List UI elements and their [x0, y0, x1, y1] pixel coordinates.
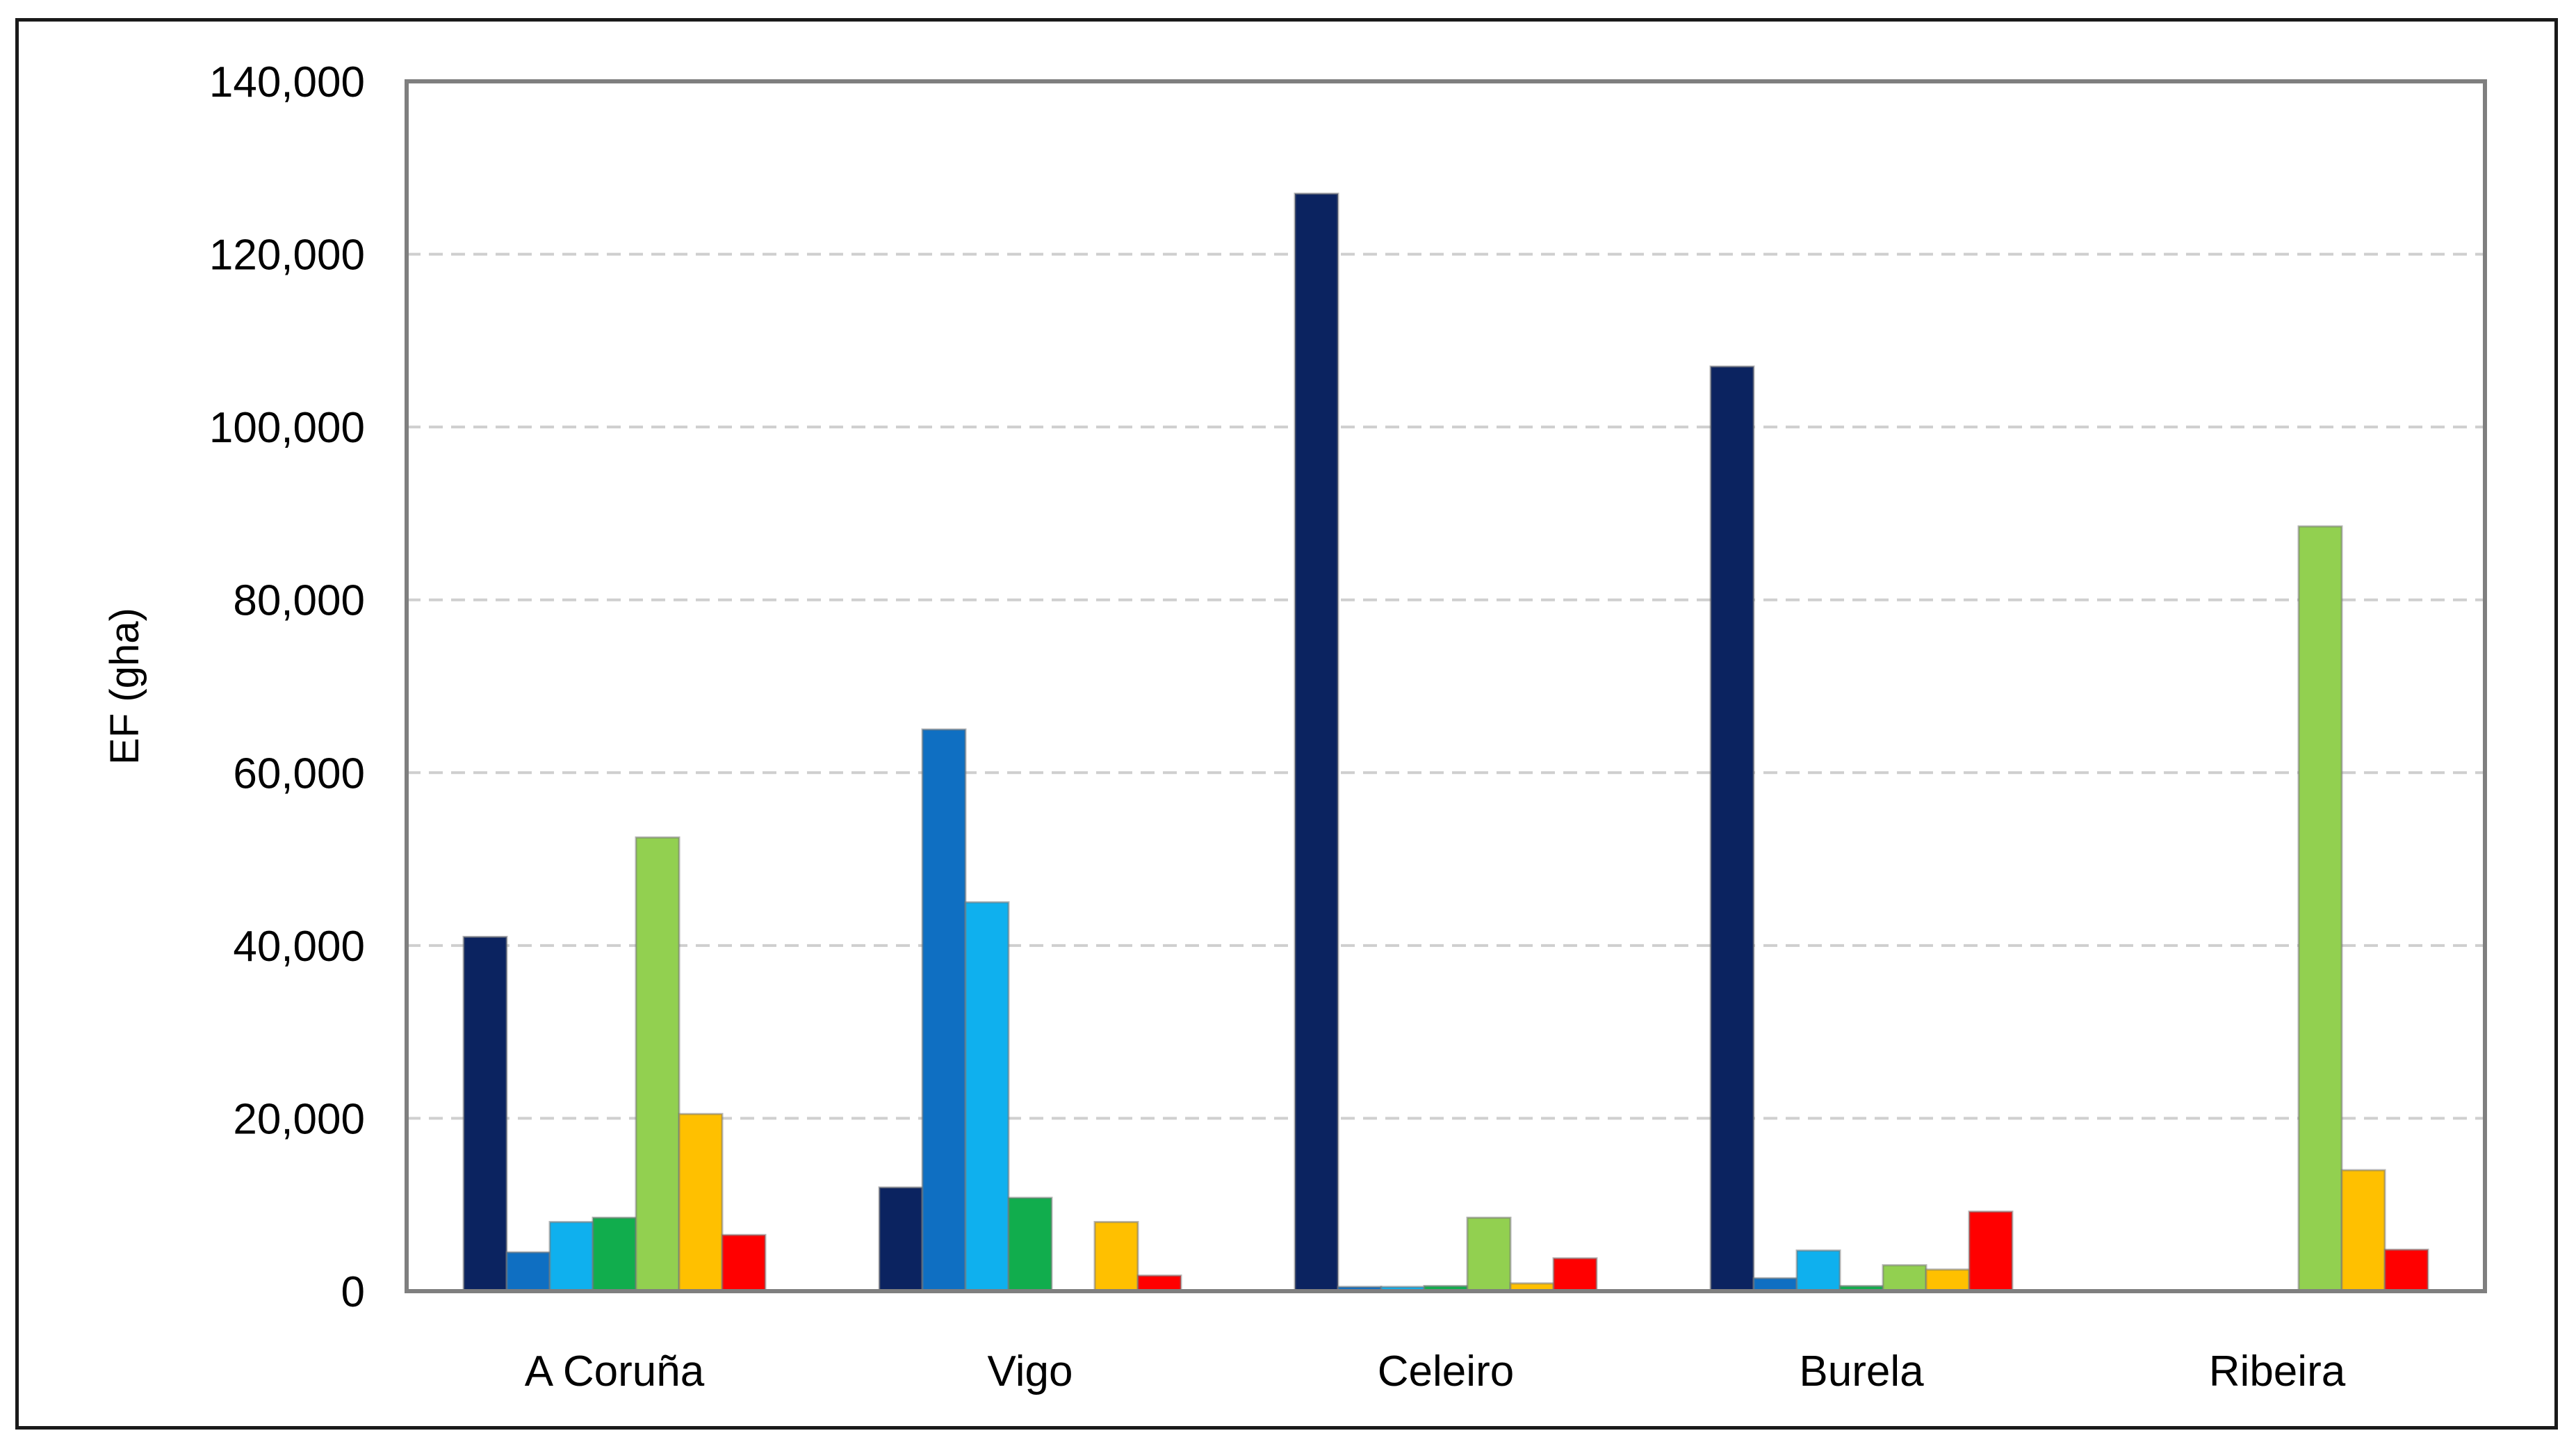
bar [1709, 365, 1755, 1293]
bars [462, 193, 2429, 1293]
x-tick-label: Vigo [988, 1347, 1073, 1395]
y-tick-label: 40,000 [233, 923, 365, 971]
bar [1968, 1211, 2014, 1293]
y-tick-label: 100,000 [209, 404, 365, 452]
y-tick-label: 0 [341, 1268, 365, 1316]
bar [878, 1186, 924, 1293]
y-tick-label: 60,000 [233, 750, 365, 798]
bar-chart: 0 20,000 40,000 60,000 80,000 100,000 120,000 1… [102, 58, 2487, 1395]
bar [592, 1216, 637, 1293]
bar [462, 935, 508, 1293]
chart-frame: 0 20,000 40,000 60,000 80,000 100,000 120,000 1… [15, 18, 2558, 1430]
bar [964, 901, 1010, 1293]
bar [1466, 1216, 1512, 1293]
bar [505, 1251, 551, 1293]
bar [1007, 1197, 1053, 1293]
bar [1552, 1257, 1598, 1293]
bar [721, 1233, 767, 1293]
bar [1136, 1274, 1182, 1293]
plot-area-border [405, 79, 2487, 1293]
bar [921, 728, 967, 1293]
bar [548, 1221, 594, 1293]
bar [1294, 193, 1339, 1293]
y-tick-label: 20,000 [233, 1095, 365, 1143]
y-tick-label: 80,000 [233, 577, 365, 625]
bar [2383, 1248, 2429, 1293]
bar [2297, 525, 2343, 1293]
y-tick-label: 120,000 [209, 232, 365, 280]
y-axis-tick-labels: 0 20,000 40,000 60,000 80,000 100,000 120,000 1… [209, 58, 365, 1316]
bar [1795, 1249, 1841, 1293]
x-tick-label: A Coruña [525, 1347, 705, 1395]
bar [1093, 1221, 1139, 1293]
bar [2340, 1169, 2386, 1293]
gridlines [407, 252, 2485, 1120]
x-tick-label: Burela [1799, 1347, 1924, 1395]
x-tick-label: Celeiro [1378, 1347, 1514, 1395]
y-tick-label: 140,000 [209, 58, 365, 106]
bar [1925, 1268, 1971, 1293]
bar [1882, 1264, 1927, 1293]
y-axis-title: EF (gha) [102, 608, 147, 765]
bar [635, 836, 680, 1293]
x-axis-tick-labels: A Coruña Vigo Celeiro Burela Ribeira [525, 1347, 2346, 1395]
x-tick-label: Ribeira [2209, 1347, 2346, 1395]
bar [678, 1112, 724, 1293]
